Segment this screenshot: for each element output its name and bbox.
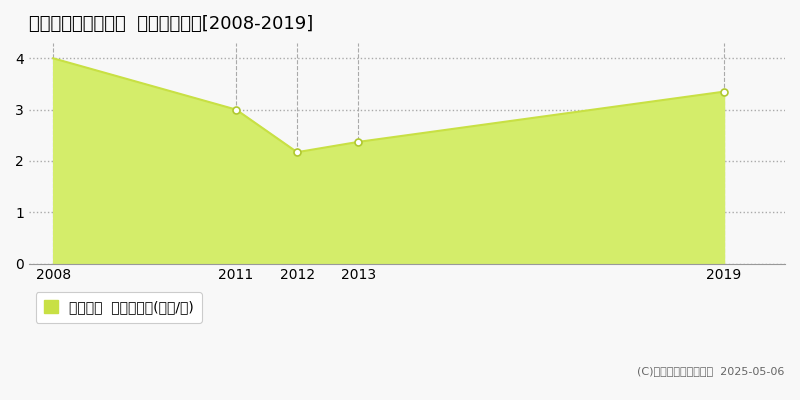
Text: 知多郡南知多町豊丘  土地価格推移[2008-2019]: 知多郡南知多町豊丘 土地価格推移[2008-2019] (29, 15, 313, 33)
Legend: 土地価格  平均坪単価(万円/坪): 土地価格 平均坪単価(万円/坪) (36, 292, 202, 323)
Text: (C)土地価格ドットコム  2025-05-06: (C)土地価格ドットコム 2025-05-06 (637, 366, 784, 376)
